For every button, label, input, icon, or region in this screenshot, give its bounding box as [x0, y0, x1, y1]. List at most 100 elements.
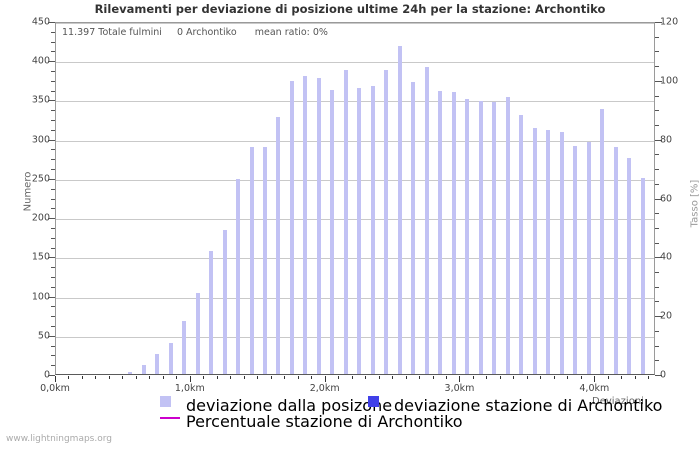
legend-label: deviazione stazione di Archontiko — [394, 396, 663, 415]
x-axis-tick — [95, 376, 97, 379]
y-axis-left-tick — [51, 355, 55, 357]
x-axis-tick — [203, 376, 205, 379]
y-axis-left-tick — [48, 296, 55, 298]
bar — [316, 78, 321, 374]
x-axis-tick — [55, 376, 56, 382]
y-axis-right-tick — [655, 51, 659, 53]
y-axis-left-tick — [51, 188, 55, 190]
y-axis-left-tick-label: 450 — [31, 16, 50, 28]
x-axis-title: Deviazioni — [592, 396, 644, 407]
x-axis-tick — [540, 376, 542, 379]
bar — [236, 178, 241, 374]
y-axis-left-tick — [48, 335, 55, 337]
x-axis-tick — [324, 376, 326, 382]
y-axis-left-tick — [48, 218, 55, 220]
bar — [182, 321, 187, 374]
y-axis-right-tick-label: 40 — [660, 251, 673, 263]
gridline — [56, 258, 654, 260]
y-axis-right-tick — [655, 330, 659, 332]
x-axis-tick — [365, 376, 367, 379]
x-axis-tick — [499, 376, 501, 379]
bar — [209, 250, 214, 374]
x-axis-tick-label: 3,0km — [444, 383, 475, 394]
bar — [128, 372, 133, 374]
x-axis-tick — [311, 376, 313, 379]
x-axis-tick — [297, 376, 299, 379]
bar — [141, 365, 146, 374]
y-axis-left-tick-label: 0 — [43, 369, 50, 381]
gridline — [56, 179, 654, 181]
y-axis-left-tick — [51, 247, 55, 249]
x-axis-tick — [648, 376, 650, 379]
x-axis-tick — [580, 376, 582, 379]
bar — [532, 127, 537, 374]
x-axis-tick — [216, 376, 218, 379]
bar — [519, 115, 524, 374]
x-axis-tick — [284, 376, 286, 379]
x-axis-tick — [405, 376, 407, 379]
x-axis-tick — [432, 376, 434, 379]
y-axis-left-tick — [51, 110, 55, 112]
y-axis-left-ticks — [45, 22, 55, 376]
y-axis-left-tick — [51, 159, 55, 161]
y-axis-title-right: Tasso [%] — [689, 179, 700, 228]
gridline — [56, 62, 654, 64]
legend-label: deviazione dalla posizone — [186, 396, 393, 415]
gridline — [56, 297, 654, 299]
x-axis-tick — [81, 376, 83, 379]
x-axis-tick — [338, 376, 340, 379]
x-axis-tick — [108, 376, 110, 379]
y-axis-right-tick — [655, 139, 662, 141]
y-axis-right-tick — [655, 301, 659, 303]
bar — [478, 101, 483, 374]
y-axis-left-tick — [51, 51, 55, 53]
y-axis-left-tick-label: 150 — [31, 251, 50, 263]
bar — [600, 108, 605, 374]
y-axis-right-tick — [655, 80, 662, 82]
bar — [505, 97, 510, 374]
y-axis-right-tick — [655, 22, 662, 23]
legend-label: Percentuale stazione di Archontiko — [186, 412, 463, 431]
y-axis-left-tick — [51, 41, 55, 43]
legend-swatch — [368, 396, 379, 407]
bar — [370, 86, 375, 374]
y-axis-right-tick-label: 100 — [660, 75, 679, 87]
y-axis-left-tick — [51, 306, 55, 308]
x-axis-tick-label: 1,0km — [174, 383, 205, 394]
y-axis-left-tick-label: 50 — [37, 330, 50, 342]
x-axis-tick — [189, 376, 191, 382]
x-axis-tick — [243, 376, 245, 379]
bar — [155, 353, 160, 374]
x-axis-tick — [634, 376, 636, 379]
bar — [559, 131, 564, 374]
y-axis-left-tick — [48, 22, 55, 23]
x-axis-tick — [567, 376, 569, 379]
x-axis-tick — [135, 376, 137, 379]
y-axis-right-tick — [655, 227, 659, 229]
x-axis-tick — [257, 376, 259, 379]
y-axis-right-tick — [655, 110, 659, 112]
x-axis-tick — [472, 376, 474, 379]
bar — [640, 177, 645, 374]
y-axis-left-labels: 0 50 100 150 200 250 300 350 400 450 — [0, 17, 50, 381]
bar — [357, 88, 362, 374]
gridline — [56, 336, 654, 338]
x-axis-tick — [378, 376, 380, 379]
x-axis-tick — [446, 376, 447, 379]
bar — [276, 116, 281, 374]
x-axis-tick-label: 0,0km — [40, 383, 70, 394]
gridline — [56, 23, 654, 24]
gridline — [56, 140, 654, 142]
bar — [573, 145, 578, 374]
chart-legend: deviazione dalla posizone deviazione staz… — [0, 394, 700, 431]
x-axis-tick-label: 4,0km — [579, 383, 610, 394]
y-axis-right-tick — [655, 286, 659, 288]
bar — [438, 90, 443, 374]
y-axis-left-tick-label: 250 — [31, 173, 50, 185]
y-axis-left-tick — [51, 31, 55, 33]
y-axis-right-tick-label: 80 — [660, 134, 673, 146]
bar — [451, 92, 456, 374]
y-axis-right-tick — [655, 213, 659, 215]
y-axis-left-tick — [51, 90, 55, 92]
y-axis-right-tick — [655, 183, 659, 185]
